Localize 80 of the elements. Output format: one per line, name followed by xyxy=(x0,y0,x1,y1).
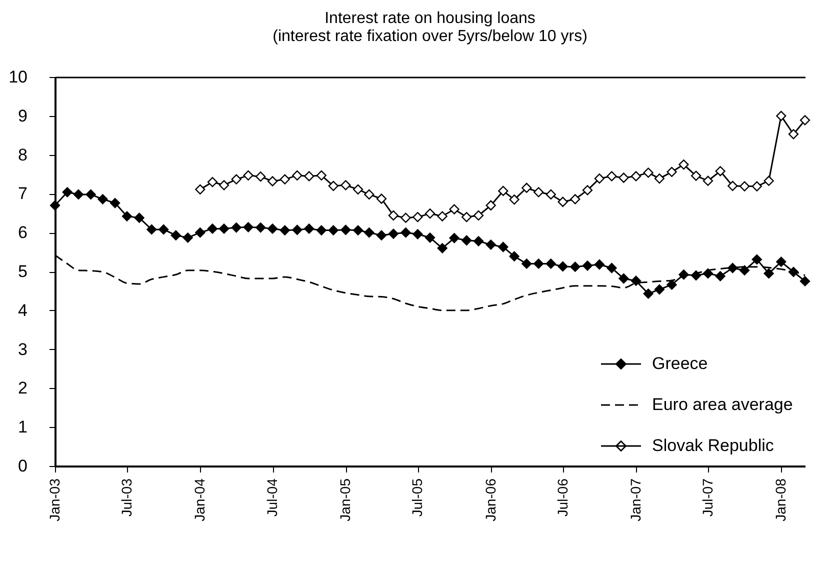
x-tick-label: Jan-03 xyxy=(46,478,62,522)
point xyxy=(376,194,387,204)
chart-title: Interest rate on housing loans xyxy=(324,10,536,27)
legend-label: Slovak Republic xyxy=(652,436,774,455)
point xyxy=(486,200,496,210)
legend-label: Euro area average xyxy=(652,395,793,414)
x-tick-label: Jul-05 xyxy=(409,478,426,517)
point xyxy=(752,181,762,192)
point xyxy=(594,173,604,184)
point xyxy=(388,210,398,221)
point xyxy=(364,189,374,200)
legend-label: Greece xyxy=(652,354,708,373)
point xyxy=(328,180,338,191)
point xyxy=(558,196,568,207)
y-tick-label: 0 xyxy=(18,456,28,476)
point xyxy=(280,174,290,184)
point xyxy=(207,176,218,188)
point xyxy=(570,194,580,204)
point xyxy=(630,171,642,182)
point xyxy=(643,168,654,178)
point xyxy=(582,185,593,196)
point xyxy=(739,181,750,192)
point xyxy=(256,172,266,182)
x-tick-label: Jul-03 xyxy=(118,478,134,517)
point xyxy=(788,129,799,140)
y-tick-label: 5 xyxy=(18,262,28,281)
chart-subtitle: (interest rate fixation over 5yrs/below 10 yrs) xyxy=(272,28,588,45)
point xyxy=(412,212,423,222)
point xyxy=(728,262,738,274)
x-tick-label: Jan-05 xyxy=(337,478,354,522)
x-tick-label: Jul-06 xyxy=(554,478,570,517)
point xyxy=(316,170,327,180)
point xyxy=(473,210,484,221)
y-tick-label: 1 xyxy=(18,418,28,437)
x-tick-label: Jan-06 xyxy=(482,478,498,522)
point xyxy=(800,115,810,126)
point xyxy=(654,173,665,184)
point xyxy=(788,266,799,277)
y-tick-label: 2 xyxy=(18,378,28,398)
point xyxy=(340,180,351,190)
point xyxy=(678,159,689,170)
point xyxy=(498,186,508,196)
point xyxy=(702,176,714,186)
point xyxy=(533,187,544,198)
point xyxy=(764,176,774,186)
point xyxy=(352,184,364,194)
point xyxy=(243,170,254,180)
point xyxy=(715,166,726,176)
point xyxy=(195,184,206,194)
x-tick-label: Jul-07 xyxy=(699,478,716,517)
point xyxy=(690,170,702,181)
y-tick-label: 10 xyxy=(8,68,28,86)
point xyxy=(304,171,314,182)
x-tick-label: Jan-04 xyxy=(192,478,208,522)
y-tick-label: 6 xyxy=(18,223,28,242)
point xyxy=(424,208,436,219)
y-tick-label: 4 xyxy=(18,300,28,320)
point xyxy=(546,189,556,200)
point xyxy=(509,194,520,205)
point xyxy=(776,110,786,121)
point xyxy=(618,172,629,183)
point xyxy=(728,180,738,191)
y-tick-label: 3 xyxy=(18,340,28,359)
y-tick-label: 9 xyxy=(18,106,28,126)
x-tick-label: Jul-04 xyxy=(264,478,280,517)
point xyxy=(606,171,617,182)
point xyxy=(462,212,472,222)
point xyxy=(400,212,411,223)
point xyxy=(437,211,448,222)
point xyxy=(218,180,230,190)
point xyxy=(292,170,302,180)
x-tick-label: Jan-08 xyxy=(772,478,789,522)
point xyxy=(267,176,278,186)
point xyxy=(231,174,242,184)
y-tick-label: 7 xyxy=(18,184,28,204)
point xyxy=(666,166,677,177)
point xyxy=(522,182,532,193)
x-tick-label: Jan-07 xyxy=(627,478,644,522)
y-tick-label: 8 xyxy=(18,145,28,164)
point xyxy=(449,204,460,214)
